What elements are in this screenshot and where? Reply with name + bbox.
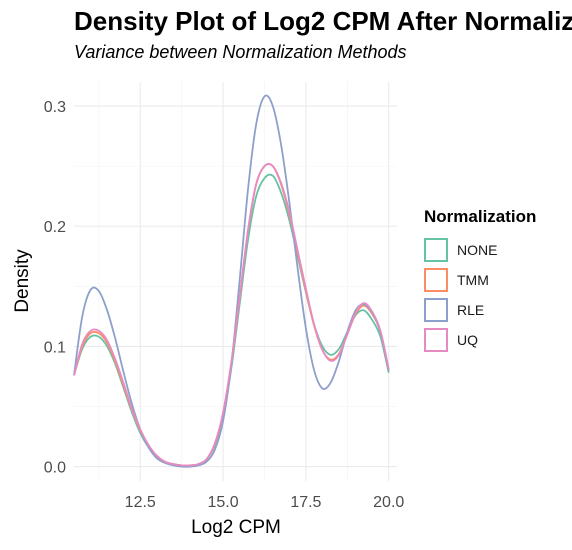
y-axis-ticks: 0.0 0.1 0.2 0.3 <box>44 99 66 477</box>
grid-major <box>74 82 397 481</box>
chart-title: Density Plot of Log2 CPM After Normaliza… <box>74 6 572 36</box>
series-layer <box>73 94 390 468</box>
y-tick-label: 0.1 <box>44 339 66 356</box>
x-tick-label: 12.5 <box>125 494 156 511</box>
legend-swatch <box>424 328 448 352</box>
y-tick-label: 0.0 <box>44 460 66 477</box>
x-tick-label: 15.0 <box>208 494 239 511</box>
series-line-uq <box>73 163 390 467</box>
grid-minor <box>74 82 397 481</box>
legend-item-none: NONE <box>424 235 536 265</box>
x-axis-ticks: 12.5 15.0 17.5 20.0 <box>125 494 405 511</box>
legend-item-tmm: TMM <box>424 265 536 295</box>
legend-label: NONE <box>457 242 498 258</box>
legend-item-rle: RLE <box>424 295 536 325</box>
legend: Normalization NONE TMM RLE UQ <box>424 207 536 355</box>
legend-item-uq: UQ <box>424 325 536 355</box>
legend-swatch <box>424 268 448 292</box>
legend-items: NONE TMM RLE UQ <box>424 235 536 355</box>
series-line-rle <box>73 94 390 468</box>
series-line-none <box>73 173 390 467</box>
chart-subtitle: Variance between Normalization Methods <box>74 42 407 62</box>
legend-label: UQ <box>457 332 478 348</box>
legend-label: TMM <box>457 272 489 288</box>
y-tick-label: 0.2 <box>44 219 66 236</box>
legend-swatch <box>424 298 448 322</box>
legend-swatch <box>424 238 448 262</box>
legend-title: Normalization <box>424 207 537 226</box>
y-tick-label: 0.3 <box>44 99 66 116</box>
y-axis-label: Density <box>12 249 33 313</box>
x-axis-label: Log2 CPM <box>191 517 281 538</box>
x-tick-label: 20.0 <box>373 494 404 511</box>
legend-label: RLE <box>457 302 485 318</box>
x-tick-label: 17.5 <box>290 494 321 511</box>
series-line-tmm <box>73 162 390 467</box>
